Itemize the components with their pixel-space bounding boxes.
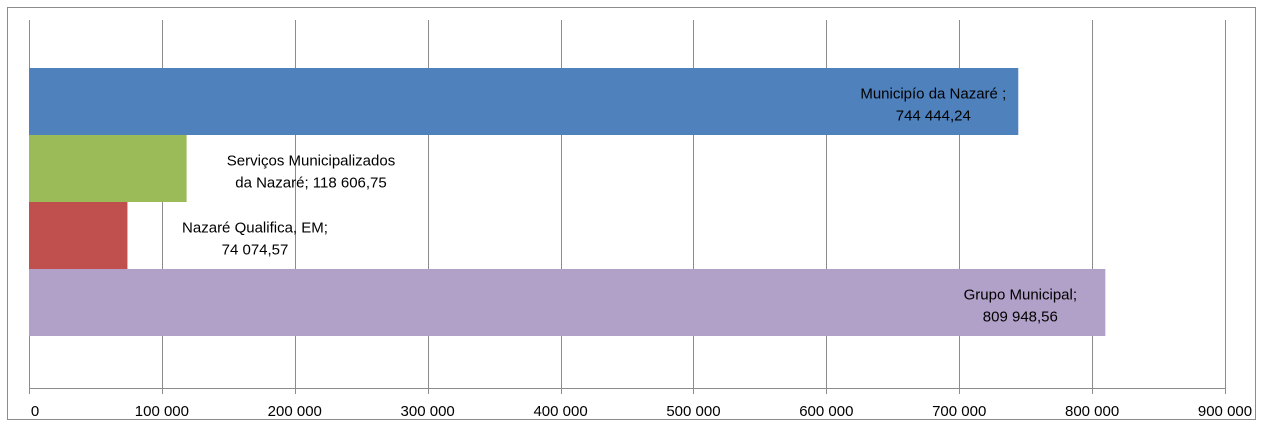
x-tick-label: 0	[31, 403, 39, 420]
x-tick-labels: 0 100 000 200 000 300 000 400 000 500 000 600 …	[31, 403, 1252, 420]
x-tick-label: 900 000	[1198, 403, 1252, 420]
x-axis	[29, 388, 1226, 394]
data-label: Municipío da Nazaré ;	[860, 86, 1006, 103]
x-tick-label: 600 000	[799, 403, 853, 420]
data-label: Serviços Municipalizados	[227, 153, 395, 170]
x-tick-label: 700 000	[932, 403, 986, 420]
bar	[29, 269, 1106, 336]
data-label: 74 074,57	[222, 242, 289, 259]
x-tick-label: 400 000	[533, 403, 587, 420]
bar	[29, 202, 128, 269]
x-tick-label: 500 000	[666, 403, 720, 420]
data-label: 809 948,56	[983, 309, 1058, 326]
data-label: 744 444,24	[896, 108, 971, 125]
bars	[29, 68, 1106, 336]
data-label: da Nazaré; 118 606,75	[235, 175, 387, 192]
data-labels: Municipío da Nazaré ; 744 444,24 Serviços …	[182, 86, 1077, 326]
x-tick-label: 200 000	[268, 403, 322, 420]
x-tick-label: 100 000	[135, 403, 189, 420]
x-tick-label: 300 000	[401, 403, 455, 420]
bar	[29, 135, 187, 202]
x-tick-label: 800 000	[1065, 403, 1119, 420]
data-label: Nazaré Qualifica, EM;	[182, 220, 328, 237]
bar	[29, 68, 1019, 135]
data-label: Grupo Municipal;	[964, 287, 1077, 304]
